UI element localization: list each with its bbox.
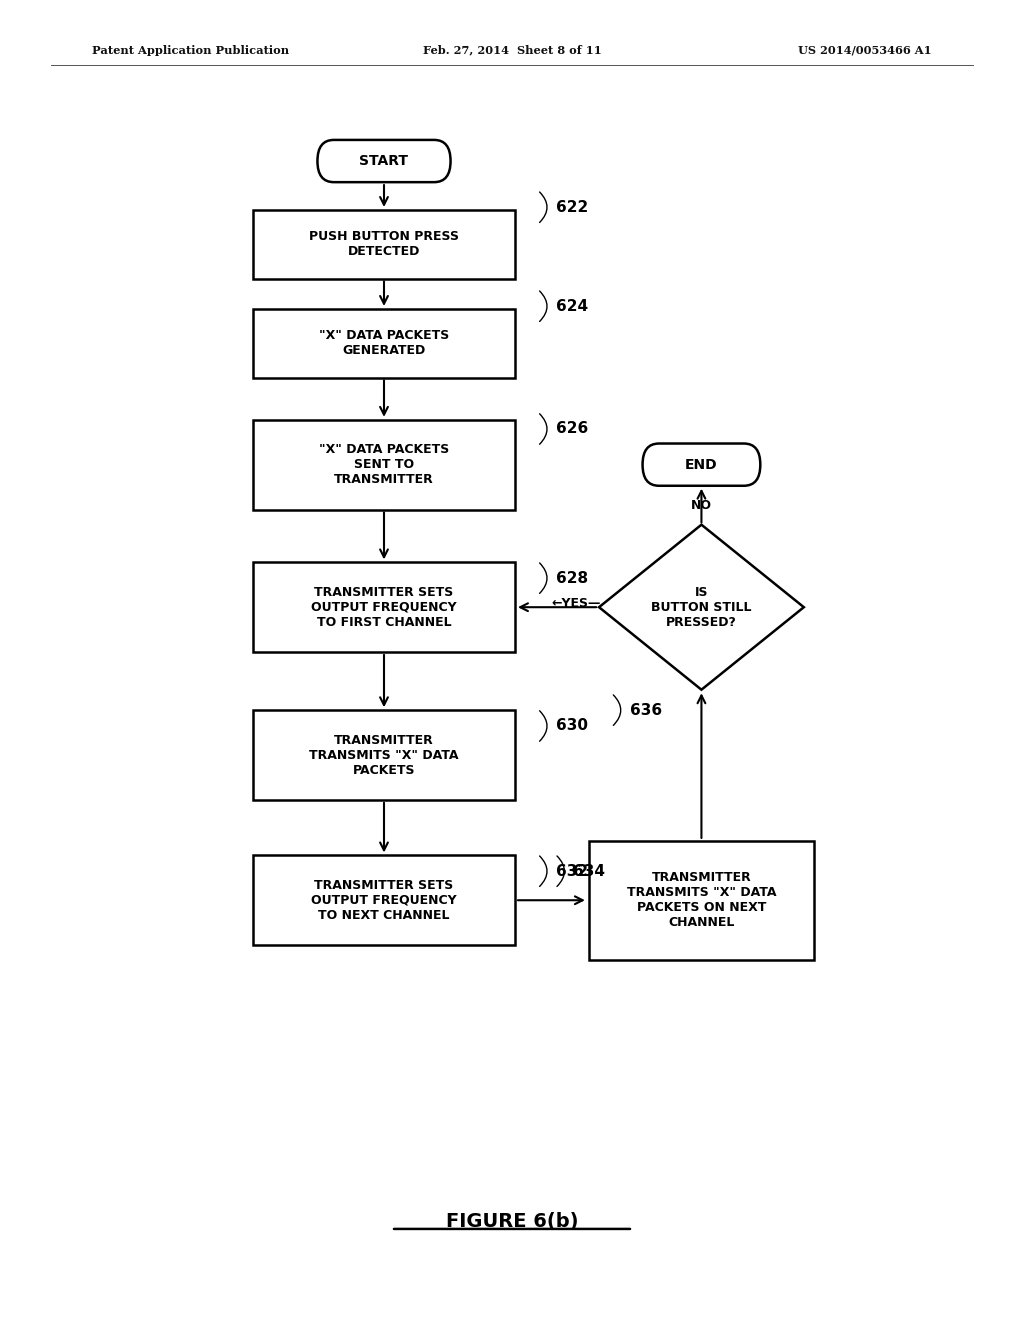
FancyBboxPatch shape [254, 562, 514, 652]
Text: TRANSMITTER SETS
OUTPUT FREQUENCY
TO FIRST CHANNEL: TRANSMITTER SETS OUTPUT FREQUENCY TO FIR… [311, 586, 457, 628]
Text: 632: 632 [556, 863, 588, 879]
FancyBboxPatch shape [254, 420, 514, 510]
Text: END: END [685, 458, 718, 471]
Text: ←YES—: ←YES— [551, 597, 600, 610]
FancyBboxPatch shape [254, 309, 514, 378]
FancyBboxPatch shape [317, 140, 451, 182]
FancyBboxPatch shape [643, 444, 760, 486]
FancyBboxPatch shape [254, 710, 514, 800]
Text: 622: 622 [556, 199, 588, 215]
Text: 626: 626 [556, 421, 588, 437]
Text: TRANSMITTER
TRANSMITS "X" DATA
PACKETS: TRANSMITTER TRANSMITS "X" DATA PACKETS [309, 734, 459, 776]
Text: FIGURE 6(b): FIGURE 6(b) [445, 1212, 579, 1230]
Text: IS
BUTTON STILL
PRESSED?: IS BUTTON STILL PRESSED? [651, 586, 752, 628]
Text: 628: 628 [556, 570, 588, 586]
Text: "X" DATA PACKETS
SENT TO
TRANSMITTER: "X" DATA PACKETS SENT TO TRANSMITTER [318, 444, 450, 486]
Text: 630: 630 [556, 718, 588, 734]
Text: US 2014/0053466 A1: US 2014/0053466 A1 [799, 45, 932, 55]
FancyBboxPatch shape [254, 210, 514, 279]
Text: 634: 634 [573, 863, 605, 879]
FancyBboxPatch shape [589, 841, 814, 960]
Text: TRANSMITTER SETS
OUTPUT FREQUENCY
TO NEXT CHANNEL: TRANSMITTER SETS OUTPUT FREQUENCY TO NEX… [311, 879, 457, 921]
Text: PUSH BUTTON PRESS
DETECTED: PUSH BUTTON PRESS DETECTED [309, 230, 459, 259]
Text: Patent Application Publication: Patent Application Publication [92, 45, 290, 55]
Text: 636: 636 [630, 702, 662, 718]
Text: START: START [359, 154, 409, 168]
Text: 624: 624 [556, 298, 588, 314]
FancyBboxPatch shape [254, 855, 514, 945]
Text: "X" DATA PACKETS
GENERATED: "X" DATA PACKETS GENERATED [318, 329, 450, 358]
Text: TRANSMITTER
TRANSMITS "X" DATA
PACKETS ON NEXT
CHANNEL: TRANSMITTER TRANSMITS "X" DATA PACKETS O… [627, 871, 776, 929]
Text: NO: NO [691, 499, 712, 512]
Polygon shape [599, 524, 804, 689]
Text: Feb. 27, 2014  Sheet 8 of 11: Feb. 27, 2014 Sheet 8 of 11 [423, 45, 601, 55]
